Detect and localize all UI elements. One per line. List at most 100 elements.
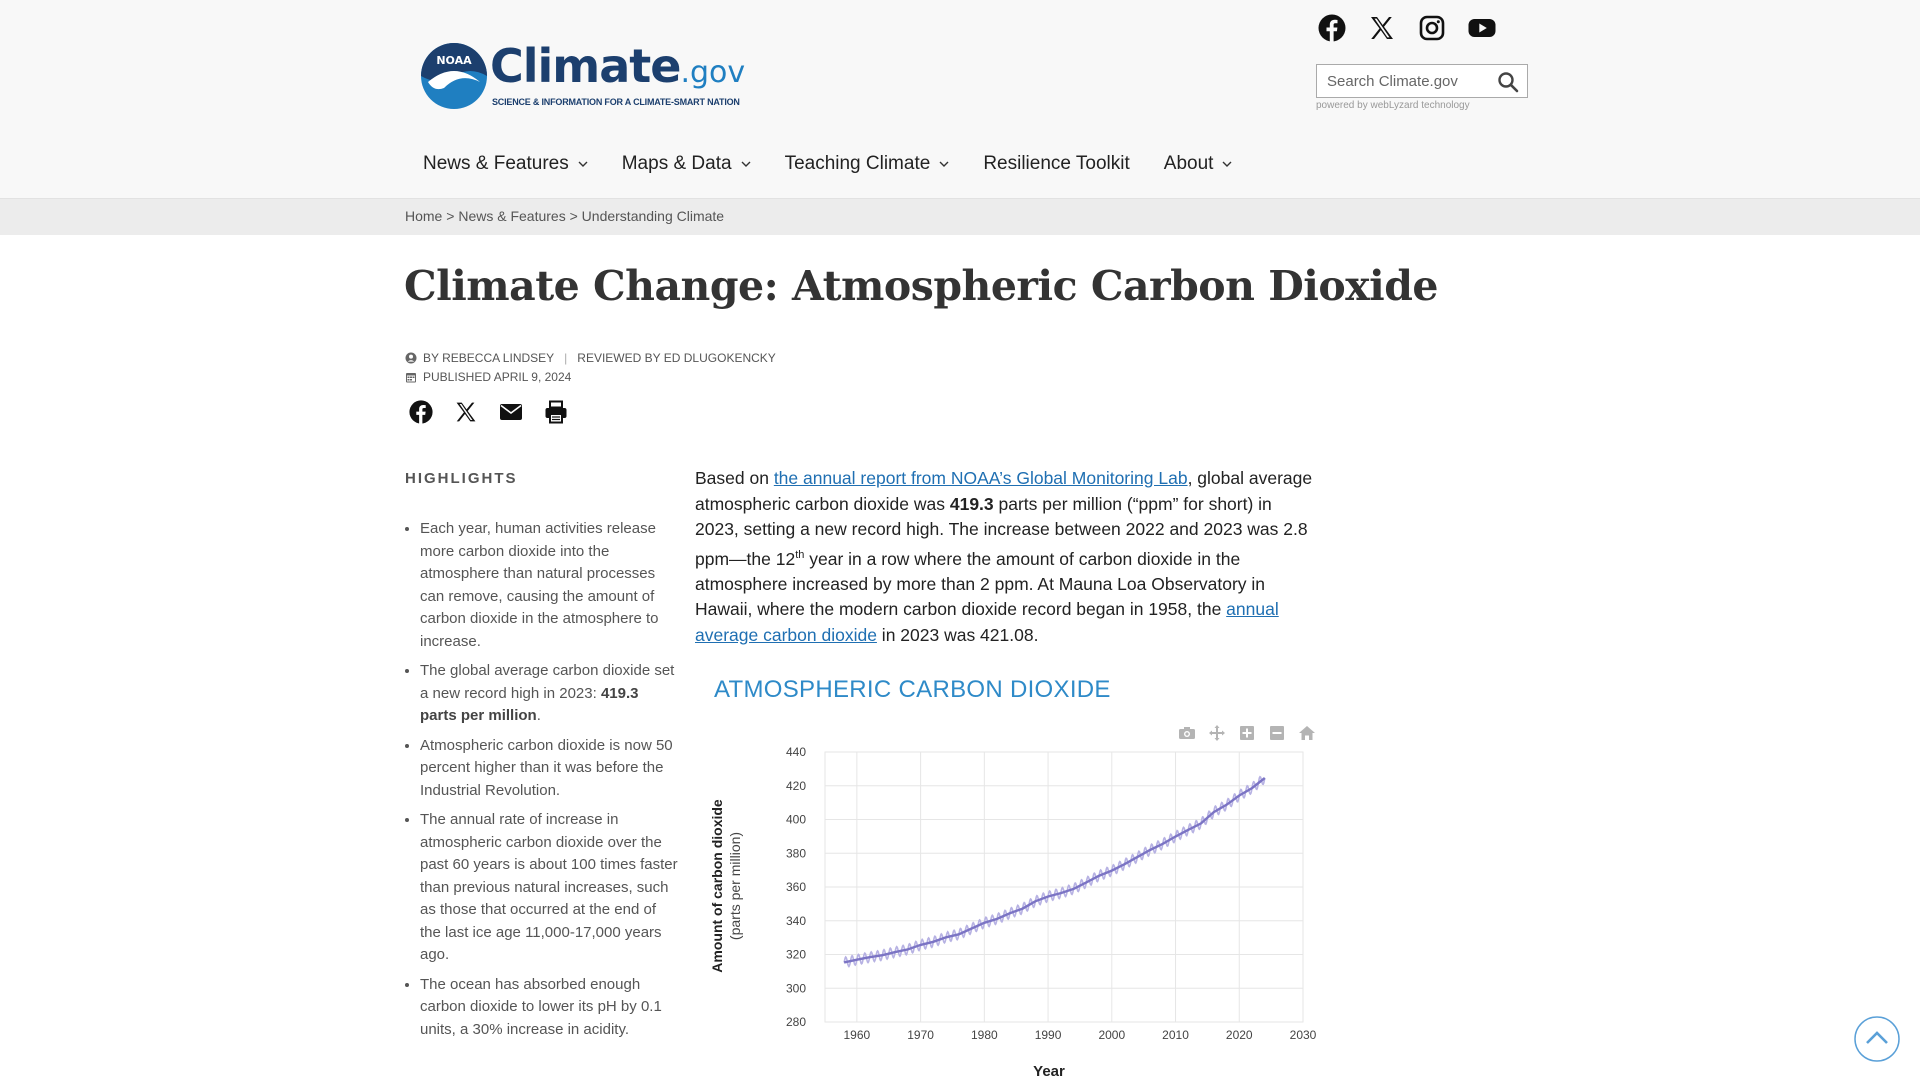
- nav-item-label: Teaching Climate: [784, 153, 931, 174]
- breadcrumb-bar: [0, 199, 1920, 235]
- y-tick-label: 380: [786, 846, 806, 860]
- main-nav: News & Features Maps & Data Teaching Cli…: [423, 153, 1266, 175]
- list-item: The annual rate of increase in atmospher…: [420, 809, 678, 967]
- y-tick-label: 440: [786, 745, 806, 759]
- gml-report-link[interactable]: the annual report from NOAA’s Global Mon…: [773, 468, 1188, 488]
- highlights-list: Each year, human activities release more…: [405, 518, 678, 1048]
- y-axis-unit-label: (parts per million): [727, 832, 743, 940]
- highlight-text: The annual rate of increase in atmospher…: [420, 811, 678, 963]
- social-links: [1318, 14, 1496, 42]
- climate-gov-logo[interactable]: NOAA Climate.gov SCIENCE & INFORMATION F…: [420, 42, 745, 114]
- list-item: The global average carbon dioxide set a …: [420, 660, 678, 728]
- published-date: PUBLISHED APRIL 9, 2024: [423, 369, 572, 384]
- zoom-in-icon[interactable]: [1238, 724, 1256, 742]
- site-header: NOAA Climate.gov SCIENCE & INFORMATION F…: [0, 0, 1920, 199]
- user-icon: [405, 352, 417, 363]
- highlight-text: Each year, human activities release more…: [420, 520, 659, 650]
- chevron-down-icon: [741, 161, 751, 167]
- body-text: parts per million (“ppm” for short) in 2…: [695, 493, 1308, 569]
- page-title: Climate Change: Atmospheric Carbon Dioxi…: [404, 262, 1438, 310]
- y-tick-label: 360: [786, 880, 806, 894]
- x-tick-label: 1970: [907, 1028, 934, 1042]
- calendar-icon: [406, 372, 416, 382]
- x-tick-label: 1960: [844, 1028, 871, 1042]
- co2-trend-line: [843, 777, 1266, 964]
- logo-suffix: .gov: [680, 55, 746, 90]
- x-twitter-icon[interactable]: [454, 400, 478, 424]
- search-box: [1316, 64, 1528, 98]
- nav-item-label: News & Features: [423, 153, 569, 174]
- facebook-icon[interactable]: [409, 400, 433, 424]
- x-tick-label: 1990: [1035, 1028, 1062, 1042]
- x-twitter-icon[interactable]: [1368, 14, 1396, 42]
- email-icon[interactable]: [499, 400, 523, 424]
- intro-paragraph: Based on the annual report from NOAA’s G…: [695, 466, 1320, 648]
- nav-item-teaching-climate[interactable]: Teaching Climate: [785, 153, 950, 175]
- x-tick-label: 1980: [971, 1028, 998, 1042]
- powered-by-text: powered by webLyzard technology: [1316, 100, 1470, 111]
- list-item: Each year, human activities release more…: [420, 518, 678, 653]
- highlight-text: .: [536, 707, 541, 724]
- breadcrumb-understanding-climate[interactable]: Understanding Climate: [581, 208, 725, 224]
- chevron-down-icon: [1222, 161, 1232, 167]
- nav-item-resilience-toolkit[interactable]: Resilience Toolkit: [983, 153, 1129, 175]
- list-item: Atmospheric carbon dioxide is now 50 per…: [420, 735, 678, 803]
- co2-line-chart[interactable]: 280 300 320 340 360 380 400 420 440 1960 1970 1980…: [695, 730, 1335, 1080]
- pan-icon[interactable]: [1208, 724, 1226, 742]
- y-axis-ticks: 280 300 320 340 360 380 400 420 440: [786, 745, 806, 1029]
- seasonal-co2-line: [843, 775, 1266, 968]
- body-text: Based on: [695, 468, 774, 488]
- zoom-out-icon[interactable]: [1268, 724, 1286, 742]
- logo-badge-text: NOAA: [436, 54, 472, 67]
- x-axis-label: Year: [1033, 1063, 1065, 1080]
- y-tick-label: 400: [786, 813, 806, 827]
- body-text: , global average atmospheric carbon diox…: [695, 468, 1313, 514]
- back-to-top-button[interactable]: [1854, 1016, 1900, 1062]
- x-axis-ticks: 1960 1970 1980 1990 2000 2010 2020 2030: [844, 1028, 1317, 1042]
- share-bar: [409, 400, 568, 424]
- breadcrumb-news-features[interactable]: News & Features: [458, 208, 566, 224]
- breadcrumb-separator: >: [569, 208, 578, 224]
- nav-item-label: Maps & Data: [621, 153, 732, 174]
- body-text: in 2023 was 421.08.: [876, 624, 1039, 645]
- article-meta: BY REBECCA LINDSEY | REVIEWED BY ED DLUG…: [405, 348, 776, 386]
- y-axis-label: Amount of carbon dioxide: [709, 799, 725, 973]
- y-tick-label: 300: [786, 981, 806, 995]
- nav-item-news-features[interactable]: News & Features: [423, 153, 588, 175]
- body-text: year in a row where the amount of carbon…: [695, 548, 1266, 620]
- highlights-heading: HIGHLIGHTS: [405, 470, 518, 487]
- logo-tagline: SCIENCE & INFORMATION FOR A CLIMATE-SMAR…: [492, 97, 740, 107]
- x-tick-label: 2010: [1162, 1028, 1189, 1042]
- chevron-down-icon: [578, 161, 588, 167]
- chevron-up-icon: [1854, 1016, 1900, 1062]
- author-byline: BY REBECCA LINDSEY: [423, 350, 555, 365]
- ordinal-suffix: th: [795, 548, 805, 561]
- camera-icon[interactable]: [1178, 724, 1196, 742]
- facebook-icon[interactable]: [1318, 14, 1346, 42]
- chevron-down-icon: [939, 161, 949, 167]
- nav-item-maps-data[interactable]: Maps & Data: [622, 153, 751, 175]
- search-icon[interactable]: [1497, 71, 1519, 93]
- nav-item-about[interactable]: About: [1164, 153, 1233, 175]
- x-tick-label: 2030: [1290, 1028, 1317, 1042]
- search-input[interactable]: [1317, 65, 1507, 97]
- home-icon[interactable]: [1298, 724, 1316, 742]
- print-icon[interactable]: [544, 400, 568, 424]
- y-tick-label: 420: [786, 779, 806, 793]
- logo-word: Climate: [490, 39, 681, 93]
- highlight-text: The ocean has absorbed enough carbon dio…: [420, 975, 662, 1038]
- breadcrumb: Home > News & Features > Understanding C…: [405, 208, 724, 224]
- annual-average-link[interactable]: annual average carbon dioxide: [695, 599, 1279, 645]
- plot-border: [824, 751, 1304, 1023]
- breadcrumb-home[interactable]: Home: [405, 208, 443, 224]
- chart-modebar: [1178, 724, 1316, 742]
- instagram-icon[interactable]: [1418, 14, 1446, 42]
- y-tick-label: 340: [786, 914, 806, 928]
- logo-text: Climate.gov SCIENCE & INFORMATION FOR A …: [490, 42, 745, 107]
- x-tick-label: 2000: [1098, 1028, 1125, 1042]
- nav-item-label: Resilience Toolkit: [983, 153, 1130, 174]
- nav-item-label: About: [1163, 153, 1214, 174]
- chart-grid: [824, 751, 1304, 1023]
- youtube-icon[interactable]: [1468, 14, 1496, 42]
- noaa-logo-icon: NOAA: [420, 42, 488, 110]
